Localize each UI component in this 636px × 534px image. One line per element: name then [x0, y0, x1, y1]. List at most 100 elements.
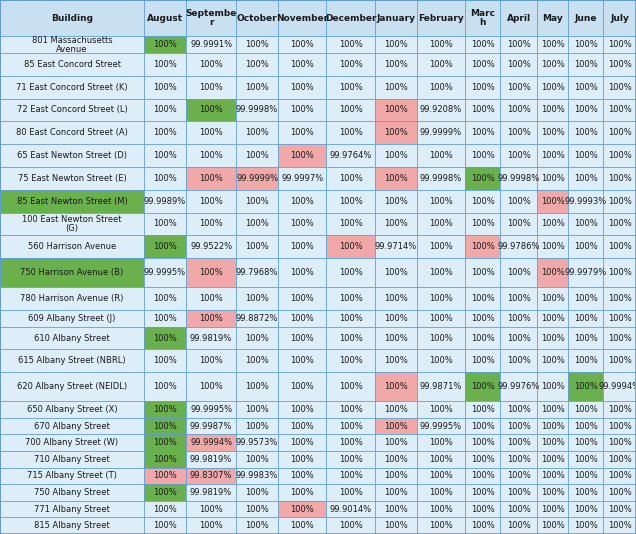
- Bar: [236, 372, 278, 401]
- Text: 100%: 100%: [541, 105, 565, 114]
- Bar: [417, 418, 465, 435]
- Bar: [326, 451, 375, 468]
- Bar: [537, 190, 568, 213]
- Bar: [604, 121, 636, 144]
- Bar: [0, 258, 144, 287]
- Bar: [144, 167, 186, 190]
- Bar: [375, 484, 417, 501]
- Bar: [186, 53, 236, 76]
- Bar: [0, 144, 144, 167]
- Bar: [326, 517, 375, 534]
- Bar: [417, 258, 465, 287]
- Text: 100%: 100%: [245, 488, 269, 497]
- Text: July: July: [611, 14, 629, 22]
- Bar: [326, 501, 375, 517]
- Bar: [278, 213, 326, 235]
- Text: 100%: 100%: [429, 151, 453, 160]
- Bar: [186, 435, 236, 451]
- Bar: [501, 435, 537, 451]
- Bar: [0, 76, 144, 98]
- Bar: [417, 310, 465, 327]
- Text: 100%: 100%: [574, 314, 598, 323]
- Text: 100%: 100%: [574, 472, 598, 481]
- Text: 99.9999%: 99.9999%: [236, 174, 278, 183]
- Text: 99.9573%: 99.9573%: [236, 438, 279, 447]
- Text: 100%: 100%: [471, 488, 494, 497]
- Text: 100%: 100%: [338, 128, 363, 137]
- Bar: [537, 484, 568, 501]
- Bar: [278, 76, 326, 98]
- Text: 72 East Concord Street (L): 72 East Concord Street (L): [17, 105, 127, 114]
- Text: 100%: 100%: [338, 40, 363, 49]
- Bar: [326, 53, 375, 76]
- Text: 100%: 100%: [245, 128, 269, 137]
- Bar: [0, 53, 144, 76]
- Text: 100%: 100%: [290, 382, 314, 391]
- Text: 100%: 100%: [245, 197, 269, 206]
- Text: 99.9995%: 99.9995%: [420, 422, 462, 430]
- Text: 99.9208%: 99.9208%: [420, 105, 462, 114]
- Text: 100%: 100%: [290, 197, 314, 206]
- Bar: [501, 235, 537, 258]
- Text: 100%: 100%: [608, 356, 632, 365]
- Bar: [278, 468, 326, 484]
- Text: 780 Harrison Avenue (R): 780 Harrison Avenue (R): [20, 294, 124, 303]
- Bar: [537, 310, 568, 327]
- Text: 100%: 100%: [574, 294, 598, 303]
- Bar: [501, 167, 537, 190]
- Text: 100%: 100%: [541, 294, 565, 303]
- Bar: [186, 213, 236, 235]
- Text: 99.9819%: 99.9819%: [190, 334, 232, 342]
- Bar: [375, 235, 417, 258]
- Text: 100%: 100%: [541, 197, 565, 206]
- Text: 100%: 100%: [384, 268, 408, 277]
- Bar: [236, 258, 278, 287]
- Bar: [604, 418, 636, 435]
- Text: 100%: 100%: [541, 472, 565, 481]
- Text: 100 East Newton Street
(G): 100 East Newton Street (G): [22, 215, 122, 233]
- Text: 100%: 100%: [153, 105, 177, 114]
- Bar: [465, 372, 501, 401]
- Text: 100%: 100%: [507, 219, 530, 229]
- Bar: [375, 501, 417, 517]
- Text: 100%: 100%: [245, 382, 269, 391]
- Text: 100%: 100%: [153, 488, 177, 497]
- Bar: [326, 0, 375, 36]
- Text: 100%: 100%: [608, 128, 632, 137]
- Bar: [236, 235, 278, 258]
- Bar: [417, 484, 465, 501]
- Bar: [186, 287, 236, 310]
- Bar: [375, 287, 417, 310]
- Bar: [417, 144, 465, 167]
- Bar: [326, 36, 375, 53]
- Text: 100%: 100%: [507, 521, 530, 530]
- Text: 100%: 100%: [429, 242, 453, 252]
- Text: 100%: 100%: [153, 438, 177, 447]
- Text: June: June: [574, 14, 597, 22]
- Text: 100%: 100%: [574, 60, 598, 69]
- Bar: [537, 258, 568, 287]
- Bar: [144, 53, 186, 76]
- Text: 100%: 100%: [384, 382, 408, 391]
- Bar: [568, 501, 604, 517]
- Bar: [144, 144, 186, 167]
- Bar: [0, 517, 144, 534]
- Text: 670 Albany Street: 670 Albany Street: [34, 422, 110, 430]
- Text: January: January: [376, 14, 415, 22]
- Text: 99.8872%: 99.8872%: [236, 314, 279, 323]
- Text: 100%: 100%: [541, 40, 565, 49]
- Text: 100%: 100%: [245, 334, 269, 342]
- Bar: [186, 310, 236, 327]
- Text: 100%: 100%: [290, 356, 314, 365]
- Text: 100%: 100%: [507, 438, 530, 447]
- Bar: [186, 468, 236, 484]
- Text: 650 Albany Street (X): 650 Albany Street (X): [27, 405, 118, 414]
- Text: 100%: 100%: [153, 242, 177, 252]
- Text: 100%: 100%: [290, 521, 314, 530]
- Text: 100%: 100%: [574, 382, 598, 391]
- Bar: [417, 468, 465, 484]
- Text: 100%: 100%: [471, 405, 494, 414]
- Text: 100%: 100%: [429, 268, 453, 277]
- Text: 100%: 100%: [608, 219, 632, 229]
- Bar: [0, 190, 144, 213]
